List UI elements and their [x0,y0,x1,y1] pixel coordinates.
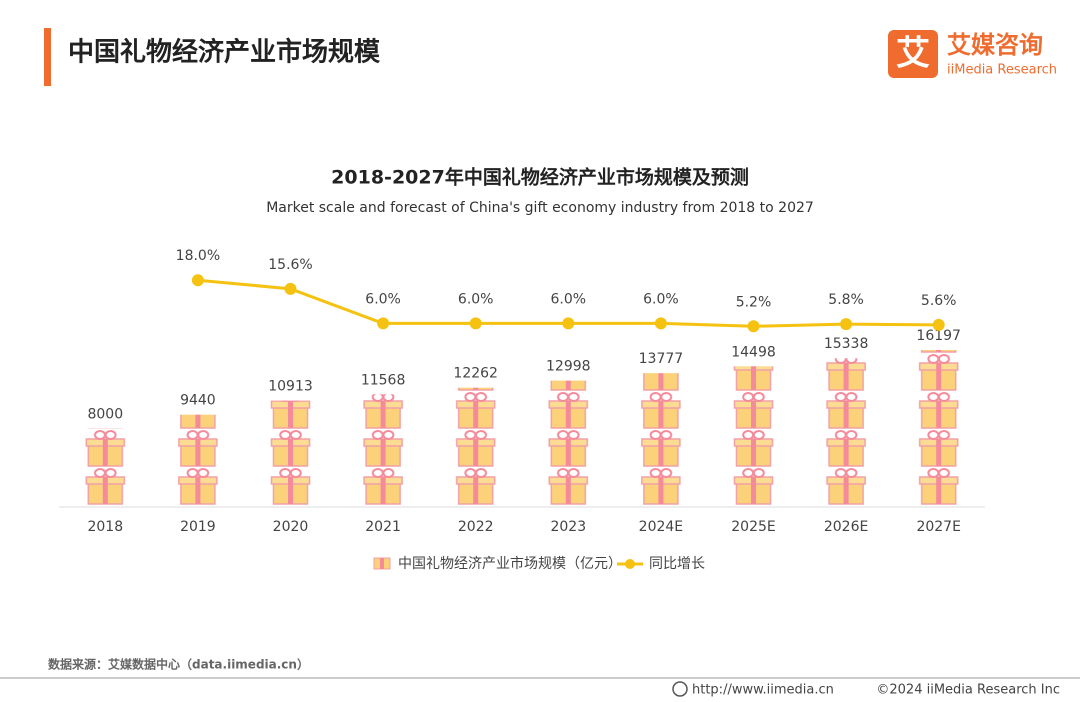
x-tick-label: 2027E [916,519,960,535]
line-point [932,318,945,331]
footer-url: http://www.iimedia.cn [692,683,834,698]
legend-label: 中国礼物经济产业市场规模（亿元） [398,555,622,572]
bar [151,414,245,505]
bar-label: 9440 [180,393,216,409]
line-point [377,317,390,330]
x-tick-label: 2025E [731,519,775,535]
bar-label: 15338 [824,336,869,352]
x-tick-label: 2021 [365,519,401,535]
bar [707,366,800,505]
line-label: 6.0% [551,291,587,307]
chart-title: 2018-2027年中国礼物经济产业市场规模及预测 [331,166,749,189]
line-label: 5.2% [736,294,772,310]
legend-label: 同比增长 [649,556,705,572]
globe-icon [672,681,688,697]
x-tick-label: 2020 [273,519,309,535]
copyright: ©2024 iiMedia Research Inc [876,683,1060,698]
line-point [840,318,853,331]
bar-label: 12998 [546,359,591,375]
x-tick-label: 2024E [639,519,683,535]
title-accent [44,28,51,86]
bar-label: 10913 [268,379,313,395]
bar [892,350,985,505]
source: 数据来源：艾媒数据中心（data.iimedia.cn） [48,657,309,672]
line-label: 6.0% [458,291,494,307]
line-label: 5.6% [921,293,957,309]
line-point [747,320,760,333]
line-label: 5.8% [828,292,864,308]
legend-swatch-ribbon [380,558,384,569]
logo-name: 艾媒咨询 [947,31,1043,59]
x-tick-label: 2023 [550,519,586,535]
line-point [469,317,482,330]
line-point [562,317,575,330]
logo-sub: iiMedia Research [947,63,1057,78]
line-point [191,274,204,287]
logo-mark: 艾 [896,34,930,74]
x-tick-label: 2019 [180,519,216,535]
line-label: 18.0% [176,248,220,264]
line-label: 6.0% [365,291,401,307]
line-point [284,282,297,295]
bar-label: 11568 [361,372,406,388]
bar [614,373,708,505]
line-point [654,317,667,330]
bar [799,358,893,505]
bar [59,428,152,505]
x-tick-label: 2026E [824,519,868,535]
logo-box [888,30,938,78]
line-label: 6.0% [643,291,679,307]
bar-label: 16197 [916,328,961,344]
x-tick-label: 2018 [87,519,123,535]
x-tick-label: 2022 [458,519,494,535]
chart-subtitle: Market scale and forecast of China's gif… [266,200,814,216]
bar-label: 12262 [453,366,498,382]
bar [244,400,337,505]
bar-label: 8000 [87,406,123,422]
bar-label: 14498 [731,344,776,360]
bar [429,387,522,505]
bar-label: 13777 [639,351,684,367]
line-label: 15.6% [268,257,312,273]
legend-dot [625,559,635,569]
bar [336,394,430,505]
page-title: 中国礼物经济产业市场规模 [68,37,381,68]
bar [522,380,615,505]
